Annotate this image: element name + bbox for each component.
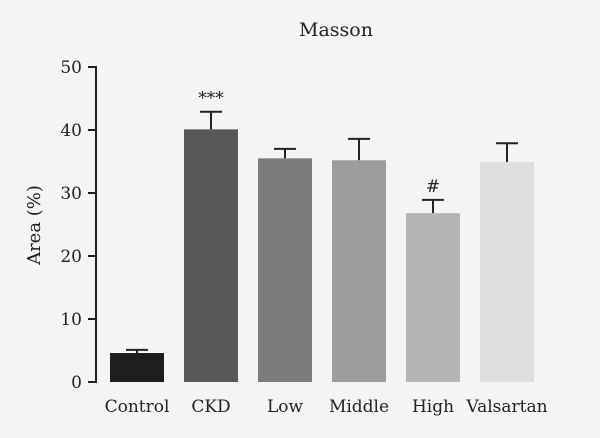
x-tick-label-ckd: CKD: [191, 397, 230, 417]
annotation-ckd: ***: [198, 89, 224, 109]
bar-control: [110, 353, 164, 382]
y-tick-label-40: 40: [60, 121, 82, 141]
bar-low: [258, 158, 312, 382]
x-tick-label-low: Low: [267, 397, 304, 417]
chart-title: Masson: [299, 19, 373, 41]
y-tick-label-20: 20: [60, 247, 82, 267]
y-tick-label-10: 10: [60, 310, 82, 330]
x-tick-label-valsartan: Valsartan: [465, 397, 547, 417]
y-tick-label-30: 30: [60, 184, 82, 204]
bar-ckd: [184, 129, 238, 382]
bar-middle: [332, 160, 386, 382]
x-tick-label-control: Control: [105, 397, 170, 417]
bar-high: [406, 213, 460, 382]
annotation-high: #: [426, 177, 440, 197]
y-axis-label: Area (%): [24, 185, 45, 266]
y-tick-label-50: 50: [60, 58, 82, 78]
y-tick-label-0: 0: [71, 373, 82, 393]
x-tick-label-middle: Middle: [329, 397, 389, 417]
x-tick-label-high: High: [412, 397, 454, 417]
plot-area: 0 10 20 30 40 50 Control *** CKD Low Middle # High Va…: [60, 58, 547, 417]
bar-valsartan: [480, 162, 534, 382]
